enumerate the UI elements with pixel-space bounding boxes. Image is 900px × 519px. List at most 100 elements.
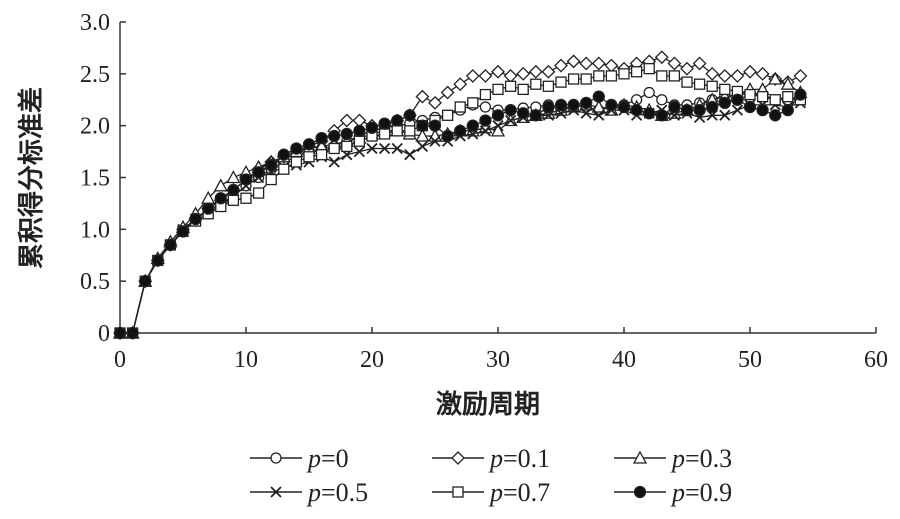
data-point: [517, 107, 530, 120]
data-point: [176, 225, 190, 238]
data-point: [378, 117, 391, 130]
data-point: [668, 70, 681, 82]
legend-item: p=0: [250, 444, 349, 473]
data-point: [126, 326, 139, 340]
data-point: [366, 142, 378, 155]
data-point: [265, 158, 278, 172]
data-point: [290, 142, 303, 155]
data-point: [353, 124, 366, 138]
data-point: [214, 192, 227, 205]
data-point: [353, 145, 366, 158]
data-point: [528, 64, 543, 79]
x-tick-label: 60: [864, 347, 888, 373]
data-point: [277, 148, 290, 161]
data-point: [415, 128, 430, 142]
data-point: [706, 100, 719, 114]
data-point: [719, 109, 731, 121]
data-point: [580, 73, 592, 85]
data-point: [731, 93, 744, 106]
data-point: [630, 103, 643, 117]
x-tick-label: 30: [486, 347, 510, 373]
legend-label: p=0.7: [488, 478, 550, 507]
data-point: [303, 151, 315, 163]
legend-item: p=0.5: [250, 478, 368, 507]
data-point: [782, 90, 794, 103]
series-layer: [112, 50, 808, 340]
data-point: [479, 101, 492, 113]
data-point: [491, 109, 505, 122]
data-point: [504, 114, 517, 127]
data-point: [404, 125, 416, 137]
x-tick-label: 10: [234, 347, 258, 373]
data-point: [491, 64, 505, 79]
legend-label: p=0: [306, 444, 349, 473]
data-point: [755, 66, 770, 81]
data-point: [542, 100, 555, 114]
data-point: [467, 97, 479, 109]
data-point: [580, 96, 593, 110]
data-point: [252, 166, 265, 179]
data-point: [428, 119, 442, 132]
data-point: [718, 96, 731, 110]
data-point: [454, 124, 467, 138]
data-point: [530, 78, 542, 90]
legend-item: p=0.3: [614, 444, 732, 473]
data-point: [668, 100, 681, 114]
data-point: [692, 56, 707, 71]
data-point: [643, 107, 656, 120]
data-point: [479, 125, 492, 137]
data-point: [591, 56, 606, 71]
x-tick-label: 20: [360, 347, 384, 373]
legend-marker: [633, 485, 647, 499]
data-point: [706, 80, 718, 92]
y-tick-label: 0: [98, 321, 110, 347]
y-tick-label: 3.0: [80, 10, 110, 36]
legend-marker: [452, 486, 464, 498]
data-point: [654, 50, 669, 65]
data-point: [479, 114, 492, 127]
data-point: [605, 98, 618, 112]
y-tick-label: 1.0: [80, 217, 110, 243]
data-point: [479, 88, 492, 101]
data-point: [416, 140, 429, 153]
data-point: [340, 127, 353, 141]
data-point: [667, 56, 682, 71]
data-point: [555, 76, 567, 88]
data-point: [278, 163, 290, 175]
data-point: [617, 100, 631, 114]
x-tick-label: 50: [738, 347, 762, 373]
data-point: [516, 66, 531, 81]
data-point: [768, 71, 783, 85]
data-point: [328, 129, 341, 143]
legend-marker: [632, 450, 648, 464]
data-point: [416, 119, 429, 132]
data-point: [592, 90, 605, 103]
data-point: [793, 68, 808, 83]
legend-marker: [270, 486, 282, 498]
data-point: [404, 149, 416, 161]
data-point: [164, 238, 177, 252]
data-point: [151, 254, 164, 267]
data-point: [567, 73, 580, 85]
data-point: [656, 70, 668, 82]
series-line: [120, 102, 801, 334]
data-point: [618, 68, 630, 80]
data-point: [466, 119, 479, 132]
data-point: [591, 99, 606, 113]
data-point: [429, 135, 441, 147]
data-point: [353, 135, 366, 147]
data-point: [113, 326, 127, 340]
data-point: [655, 109, 668, 122]
legend-label: p=0.1: [488, 444, 550, 473]
data-point: [227, 183, 240, 197]
legend: p=0 p=0.1 p=0.3 p=0.5 p=0.7 p=0.9: [250, 444, 732, 507]
data-point: [503, 68, 518, 83]
data-point: [743, 100, 757, 114]
data-point: [490, 123, 506, 137]
data-point: [780, 76, 795, 90]
data-point: [454, 101, 466, 113]
data-point: [630, 66, 643, 78]
legend-item: p=0.9: [614, 478, 732, 507]
data-point: [781, 103, 794, 117]
